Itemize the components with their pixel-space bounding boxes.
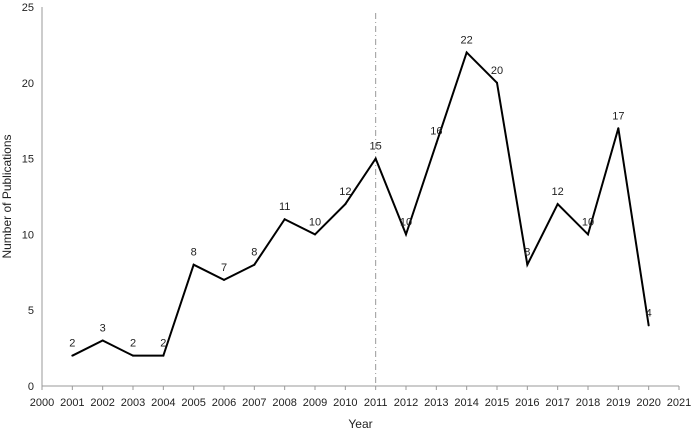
data-point <box>496 81 498 84</box>
x-tick-label: 2010 <box>333 397 357 409</box>
y-tick-label: 15 <box>22 154 34 166</box>
data-point <box>253 263 256 266</box>
x-tick-label: 2018 <box>576 397 600 409</box>
x-tick-label: 2004 <box>151 397 175 409</box>
x-tick-label: 2016 <box>515 397 539 409</box>
y-tick-label: 0 <box>28 381 34 393</box>
x-tick-label: 2013 <box>424 397 448 409</box>
data-label: 12 <box>339 186 351 198</box>
x-tick-label: 2020 <box>636 397 660 409</box>
data-label: 20 <box>491 65 503 77</box>
data-point <box>192 263 195 266</box>
x-tick-label: 2000 <box>30 397 54 409</box>
data-point <box>162 354 165 357</box>
data-label: 15 <box>370 141 382 153</box>
data-point <box>435 142 438 145</box>
x-tick-label: 2007 <box>242 397 266 409</box>
data-label: 10 <box>309 216 321 228</box>
data-point <box>526 263 529 266</box>
x-tick-label: 2009 <box>303 397 327 409</box>
x-tick-label: 2012 <box>394 397 418 409</box>
series-line <box>71 50 650 357</box>
x-axis-title: Year <box>348 417 372 431</box>
data-point <box>132 354 134 357</box>
data-point <box>405 233 407 236</box>
data-label: 2 <box>160 338 166 350</box>
data-point <box>344 203 347 206</box>
data-label: 2 <box>130 338 136 350</box>
x-tick-label: 2003 <box>121 397 145 409</box>
y-axis: 0 5 10 15 20 25 <box>22 2 43 393</box>
x-tick-label: 2001 <box>60 397 84 409</box>
data-point <box>587 233 589 236</box>
x-tick-label: 2002 <box>90 397 114 409</box>
x-tick-label: 2019 <box>606 397 630 409</box>
x-tick-label: 2015 <box>485 397 509 409</box>
y-tick-label: 20 <box>22 78 34 90</box>
data-point <box>556 203 559 206</box>
data-label: 8 <box>191 247 197 259</box>
series-group <box>71 50 650 357</box>
x-tick-label: 2014 <box>454 397 478 409</box>
x-tick-label: 2006 <box>212 397 236 409</box>
data-point <box>223 278 225 281</box>
data-label: 3 <box>100 323 106 335</box>
data-point <box>314 233 316 236</box>
x-axis: 2000 2001 2002 2003 2004 2005 2006 2007 2008 2009… <box>30 385 691 409</box>
x-tick-label: 2021 <box>667 397 691 409</box>
data-label: 10 <box>582 216 594 228</box>
data-point <box>617 127 620 130</box>
data-point <box>647 324 650 327</box>
data-label: 8 <box>524 247 530 259</box>
data-label: 22 <box>461 34 473 46</box>
data-point <box>71 354 74 357</box>
data-label: 8 <box>251 247 257 259</box>
x-tick-label: 2011 <box>364 397 388 409</box>
data-label: 7 <box>221 262 227 274</box>
y-tick-label: 10 <box>22 229 34 241</box>
y-tick-label: 5 <box>28 305 34 317</box>
x-tick-label: 2017 <box>545 397 569 409</box>
data-label: 16 <box>430 125 442 137</box>
data-label: 10 <box>400 216 412 228</box>
data-point <box>374 157 377 160</box>
data-label: 2 <box>69 338 75 350</box>
x-tick-label: 2008 <box>272 397 296 409</box>
data-point <box>465 51 468 54</box>
data-label: 4 <box>646 307 652 319</box>
y-tick-label: 25 <box>22 2 34 14</box>
data-label: 12 <box>552 186 564 198</box>
data-label: 11 <box>279 201 290 213</box>
y-axis-title: Number of Publications <box>0 134 14 258</box>
data-point <box>101 339 104 342</box>
data-label: 17 <box>612 110 624 122</box>
data-point <box>283 218 286 221</box>
x-tick-label: 2005 <box>181 397 205 409</box>
